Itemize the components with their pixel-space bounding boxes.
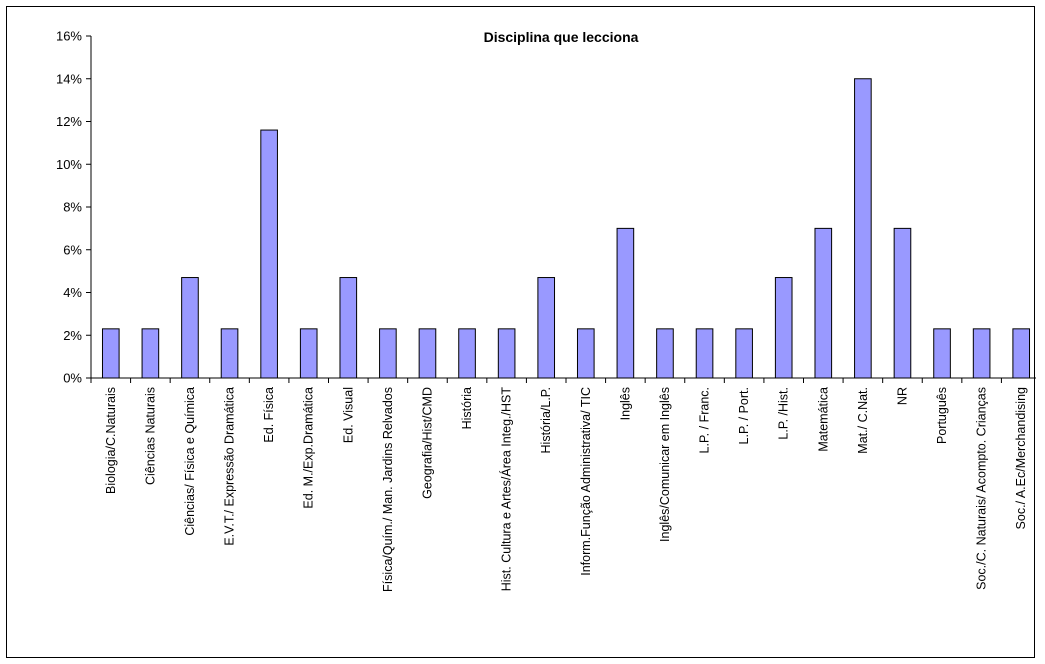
bar (1012, 328, 1031, 379)
category-label: Ed. Física (262, 387, 276, 443)
category-label: L.P. / Franc. (698, 387, 712, 453)
y-tick-label: 16% (56, 29, 82, 44)
category-label: Ed. Visual (341, 387, 355, 443)
y-axis: 0% 2% 4% 6% 8% 10% 12% 14% 16% (56, 29, 92, 386)
chart-frame: Disciplina que lecciona 0% 2% 4% 6% 8% 10% 12%… (6, 6, 1036, 658)
bar (458, 328, 476, 379)
bar (656, 328, 674, 379)
bar (933, 328, 951, 379)
y-tick-label: 8% (63, 200, 82, 215)
category-label: E.V.T./ Expressão Dramática (223, 387, 237, 546)
bar (537, 277, 556, 379)
bar (774, 277, 793, 379)
category-label: Ciências/ Física e Química (183, 387, 197, 536)
category-label: História (460, 387, 474, 429)
category-label: Hist. Cultura e Artes/Área Integ./HST (499, 387, 514, 592)
bar (576, 328, 595, 379)
bar (260, 129, 278, 379)
y-tick-label: 14% (56, 71, 82, 86)
category-label: Mat./ C.Nat. (856, 387, 870, 454)
bar (893, 227, 912, 379)
category-label: Ed. M./Exp.Dramática (302, 387, 316, 509)
y-tick-label: 4% (63, 285, 82, 300)
y-tick-label: 6% (63, 242, 82, 257)
category-label: Inglês/Comunicar em Inglês (658, 387, 672, 542)
bar (181, 277, 199, 379)
bar (735, 328, 753, 379)
bar (497, 328, 516, 379)
category-label: Soc./ A.Ec/Merchandising (1014, 387, 1028, 529)
category-label: NR (895, 387, 909, 405)
bar (379, 328, 397, 379)
bar (695, 328, 714, 379)
category-label: História/L.P. (539, 387, 553, 453)
category-label: Ciências Naturais (143, 387, 157, 485)
bar (418, 328, 437, 379)
bar (339, 277, 358, 379)
bar (972, 328, 991, 379)
category-label: L.P. / Port. (737, 387, 751, 444)
bar (814, 227, 833, 379)
chart-title: Disciplina que lecciona (484, 29, 639, 45)
y-tick-label: 0% (63, 371, 82, 386)
x-axis: Biologia/C.Naturais Ciências Naturais Ciên… (90, 377, 1036, 592)
category-label: Biologia/C.Naturais (104, 387, 118, 494)
bars-group (101, 78, 1031, 379)
y-tick-label: 10% (56, 157, 82, 172)
category-label: Matemática (816, 387, 830, 452)
bar (220, 328, 239, 379)
bar (854, 78, 872, 379)
category-label: Soc./C. Naturais/ Acompto. Crianças (975, 387, 989, 590)
bar (616, 227, 635, 379)
category-label: Física/Quím./ Man. Jardins Relvados (381, 387, 395, 592)
category-label: Inform.Função Administrativa/ TIC (579, 387, 593, 576)
y-tick-label: 2% (63, 328, 82, 343)
category-label: Português (935, 387, 949, 444)
category-label: Inglês (618, 387, 632, 420)
category-label: L.P. /Hist. (777, 387, 791, 440)
bar-chart: Disciplina que lecciona 0% 2% 4% 6% 8% 10% 12%… (56, 29, 1036, 592)
category-label: Geografia/Hist/CMD (420, 387, 434, 499)
bar (141, 328, 160, 379)
y-tick-label: 12% (56, 114, 82, 129)
bar (101, 328, 120, 379)
bar (299, 328, 318, 379)
